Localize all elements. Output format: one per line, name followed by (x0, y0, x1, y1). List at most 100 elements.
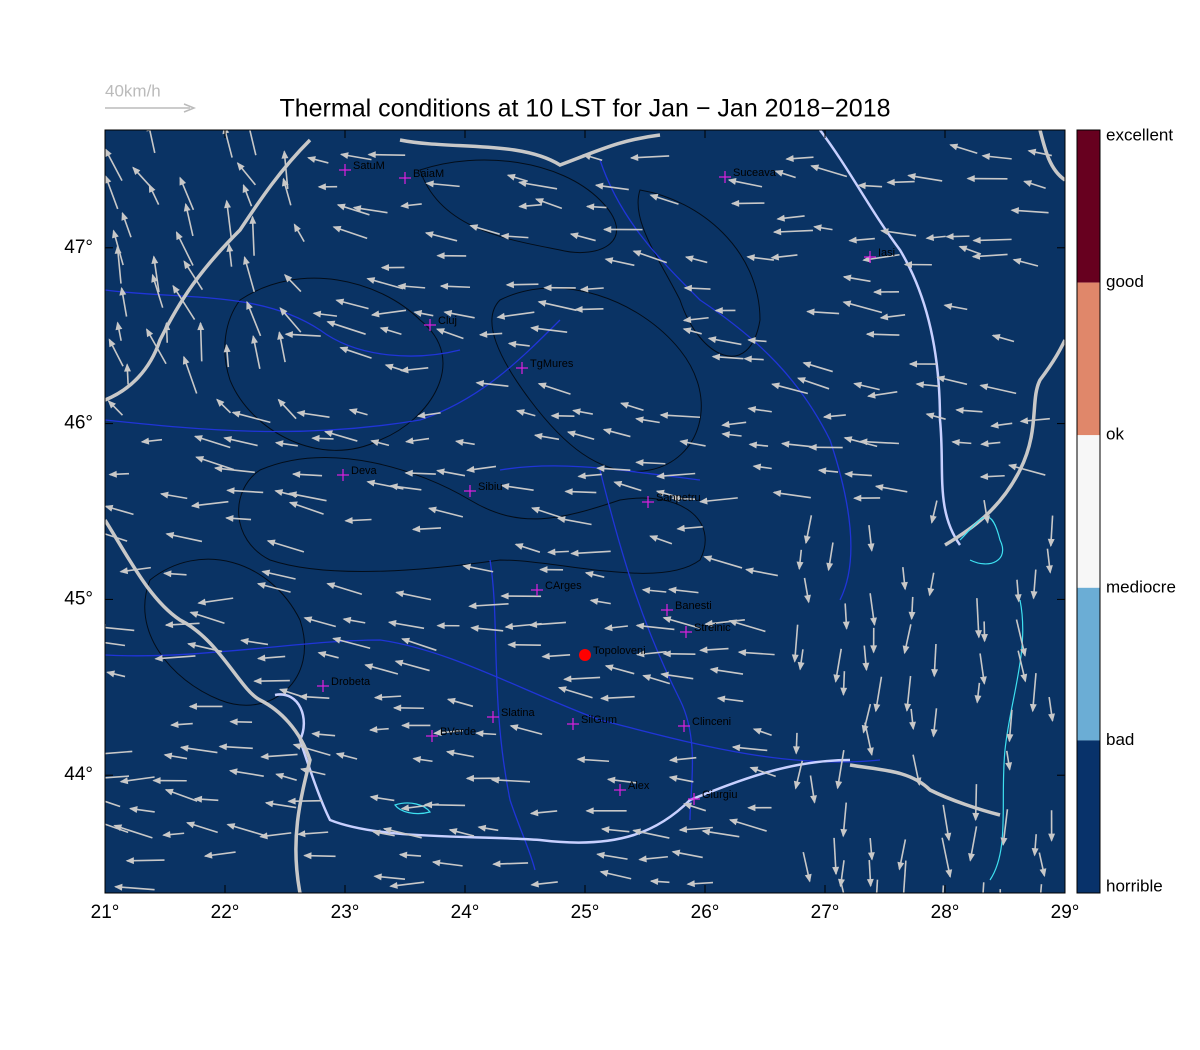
wind-arrowhead (842, 300, 852, 308)
wind-arrowhead (979, 909, 984, 916)
wind-arrowhead (537, 299, 547, 307)
wind-scale-label: 40km/h (105, 81, 161, 100)
wind-arrowhead (1030, 591, 1038, 600)
wind-arrowhead (840, 828, 848, 838)
wind-arrowhead (880, 228, 889, 236)
wind-arrowhead (543, 284, 552, 292)
map-area: 21° 22° 23° 24° 25° 26° 27° 28° 29° 44° 45° 46° 47° S… (64, 129, 1079, 923)
wind-arrowhead (979, 676, 987, 685)
wind-arrowhead (833, 674, 841, 683)
wind-arrowhead (369, 726, 378, 734)
colorbar-segment (1077, 587, 1100, 741)
colorbar-label: bad (1106, 730, 1134, 749)
wind-arrowhead (275, 772, 285, 780)
wind-arrowhead (746, 254, 755, 262)
wind-arrowhead (577, 472, 586, 480)
wind-arrowhead (972, 812, 980, 822)
wind-arrowhead (284, 274, 293, 283)
wind-arrowhead (539, 566, 548, 574)
wind-arrowhead (635, 622, 645, 630)
wind-arrowhead (943, 303, 953, 310)
wind-arrowhead (1048, 713, 1055, 723)
wind-arrowhead (604, 624, 613, 632)
wind-arrowhead (585, 203, 595, 211)
wind-arrowhead (770, 253, 780, 261)
wind-arrowhead (454, 438, 464, 446)
wind-arrowhead (478, 330, 488, 338)
wind-arrowhead (604, 257, 614, 264)
wind-arrowhead (515, 409, 525, 416)
wind-arrowhead (683, 284, 692, 292)
wind-arrowhead (348, 408, 358, 415)
wind-arrowhead (335, 298, 345, 306)
wind-arrowhead (701, 828, 711, 836)
city-label: Cluj (438, 315, 457, 327)
wind-arrowhead (311, 434, 320, 442)
wind-arrowhead (121, 211, 129, 221)
wind-arrowhead (958, 245, 968, 253)
wind-arrowhead (925, 234, 935, 242)
wind-arrowhead (423, 801, 433, 809)
wind-arrowhead (613, 480, 623, 488)
wind-arrowhead (806, 308, 815, 316)
wind-arrowhead (216, 398, 225, 407)
wind-arrowhead (822, 412, 832, 420)
wind-arrowhead (780, 440, 790, 448)
wind-arrowhead (682, 327, 692, 335)
wind-arrowhead (870, 617, 877, 627)
city-label: Slatina (501, 707, 536, 719)
wind-arrowhead (366, 479, 376, 487)
wind-arrowhead (981, 153, 991, 160)
wind-arrowhead (105, 148, 112, 158)
y-tick-label: 46° (64, 413, 93, 434)
wind-arrowhead (791, 654, 799, 663)
map-title: Thermal conditions at 10 LST for Jan − J… (279, 95, 890, 123)
city-label: Clinceni (692, 716, 731, 728)
wind-arrowhead (251, 334, 258, 344)
wind-arrowhead (873, 288, 882, 296)
x-tick-label: 28° (931, 902, 960, 923)
wind-arrowhead (231, 410, 241, 418)
wind-arrowhead (303, 616, 313, 624)
wind-arrowhead (373, 873, 382, 881)
wind-arrowhead (179, 176, 186, 186)
x-tick-label: 27° (811, 902, 840, 923)
wind-arrowhead (975, 630, 982, 639)
wind-arrowhead (94, 530, 101, 535)
wind-arrowhead (776, 214, 785, 222)
wind-arrowhead (477, 824, 487, 832)
wind-arrowhead (293, 223, 301, 233)
wind-arrowhead (862, 662, 870, 672)
wind-arrowhead (400, 366, 409, 374)
wind-arrowhead (589, 598, 599, 605)
wind-arrowhead (119, 567, 129, 575)
wind-arrowhead (284, 331, 293, 339)
wind-arrow (105, 800, 121, 808)
wind-arrowhead (470, 624, 479, 632)
wind-arrowhead (966, 175, 975, 183)
wind-arrowhead (1000, 837, 1008, 846)
wind-vectors (94, 130, 1056, 916)
wind-arrowhead (367, 151, 376, 159)
wind-arrowhead (1010, 207, 1020, 215)
wind-arrowhead (291, 470, 301, 478)
wind-arrowhead (900, 892, 907, 893)
wind-arrowhead (991, 334, 1001, 341)
wind-arrowhead (1045, 565, 1053, 574)
wind-arrowhead (747, 804, 756, 812)
wind-arrowhead (107, 400, 116, 409)
wind-arrowhead (604, 664, 614, 672)
wind-arrowhead (944, 832, 952, 842)
wind-arrowhead (632, 828, 642, 836)
wind-arrowhead (425, 180, 434, 188)
wind-arrowhead (311, 730, 320, 738)
wind-arrowhead (874, 894, 879, 901)
wind-arrowhead (721, 420, 730, 428)
wind-arrowhead (968, 852, 975, 862)
wind-arrowhead (281, 150, 289, 159)
wind-arrowhead (151, 273, 158, 283)
wind-arrowhead (490, 776, 500, 784)
wind-arrowhead (113, 824, 123, 832)
colorbar-label: good (1106, 272, 1144, 291)
wind-arrowhead (638, 855, 647, 863)
